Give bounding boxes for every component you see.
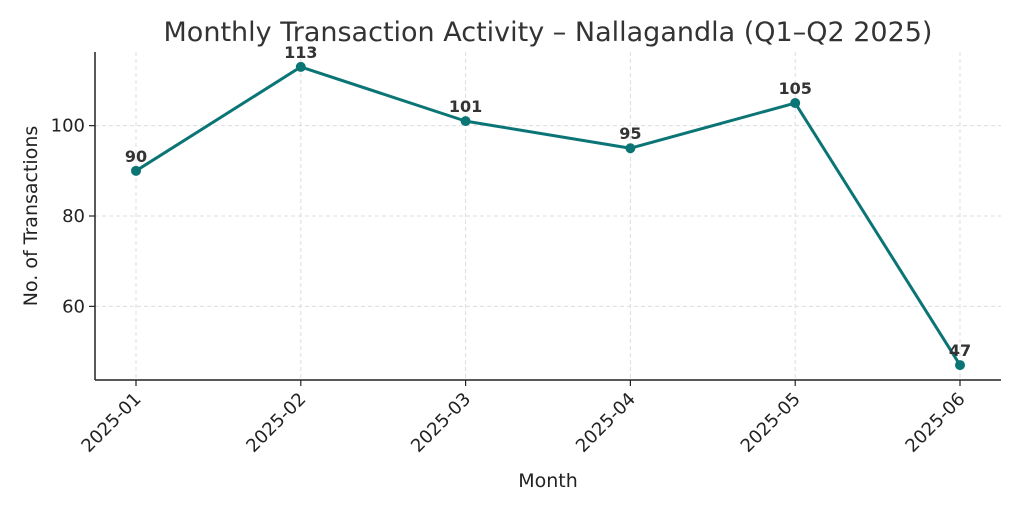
data-label: 47 <box>949 341 971 360</box>
series-line <box>135 65 962 366</box>
data-label: 90 <box>125 147 147 166</box>
y-tick-label: 60 <box>62 296 85 317</box>
data-point <box>955 360 965 371</box>
y-axis-label: No. of Transactions <box>20 126 42 307</box>
data-point <box>295 61 306 72</box>
data-labels: 90 113 101 95 105 47 <box>125 43 971 360</box>
x-tick-label: 2025-02 <box>242 389 310 457</box>
data-label: 113 <box>284 43 317 62</box>
series-group <box>135 65 962 366</box>
x-tick-label: 2025-05 <box>737 389 805 457</box>
x-tick-label: 2025-06 <box>901 389 969 457</box>
y-tick-label: 100 <box>51 116 85 137</box>
data-label: 101 <box>449 97 482 116</box>
y-tick-label: 80 <box>62 206 85 227</box>
data-point <box>460 116 471 127</box>
data-point <box>625 143 636 154</box>
data-label: 105 <box>778 79 811 98</box>
x-tick-label: 2025-04 <box>572 389 640 457</box>
data-label: 95 <box>619 124 641 143</box>
y-ticks: 60 80 100 <box>51 116 95 317</box>
grid <box>95 52 1001 380</box>
x-tick-label: 2025-03 <box>407 389 475 457</box>
chart-title: Monthly Transaction Activity – Nallagand… <box>164 17 933 48</box>
data-points <box>131 61 965 371</box>
x-tick-label: 2025-01 <box>77 389 145 457</box>
x-axis-label: Month <box>518 470 578 492</box>
x-ticks: 2025-01 2025-02 2025-03 2025-04 2025-05 2025-… <box>77 380 970 457</box>
data-point <box>131 165 141 176</box>
data-point <box>790 98 801 109</box>
